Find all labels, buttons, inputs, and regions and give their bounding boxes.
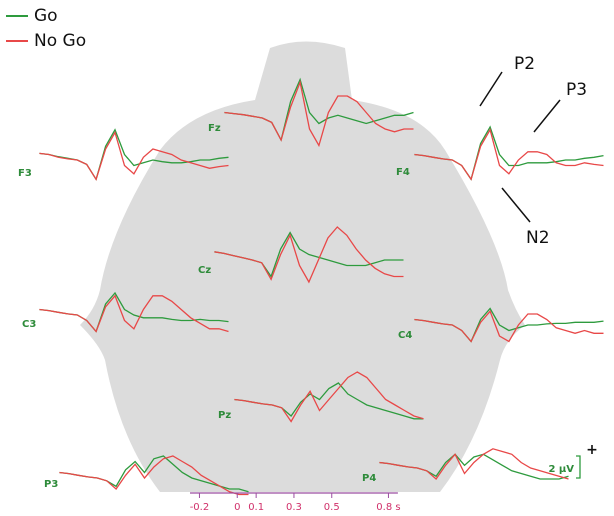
electrode-label: F3: [18, 168, 32, 179]
electrode-label: C4: [398, 330, 412, 341]
electrode-label: F4: [396, 167, 410, 178]
electrode-label: C3: [22, 319, 36, 330]
annotation: P2: [514, 54, 535, 74]
head-outline: [80, 42, 525, 493]
scale-label: 2 μV: [548, 464, 574, 475]
annotation-line: [534, 100, 560, 132]
electrode-label: Pz: [218, 410, 231, 421]
electrode-label: Fz: [208, 123, 221, 134]
x-tick-label: 0.5: [324, 502, 340, 513]
figure: Go No Go P2 P3 N2 F3 Fz F4 Cz C3 C4 Pz P3 P4 -0.2…: [0, 0, 614, 516]
electrode-label: P3: [44, 479, 58, 490]
electrode-label: P4: [362, 473, 376, 484]
x-tick-label: 0.3: [286, 502, 302, 513]
x-tick-label: 0.1: [248, 502, 264, 513]
legend-label: Go: [34, 6, 58, 26]
annotation: P3: [566, 80, 587, 100]
scale-bar: [576, 456, 580, 478]
electrode-label: Cz: [198, 265, 211, 276]
x-tick-label: -0.2: [190, 502, 210, 513]
annotation-line: [502, 188, 530, 222]
x-tick-label: 0.8 s: [376, 502, 400, 513]
annotation-line: [480, 72, 502, 106]
legend-label: No Go: [34, 31, 86, 51]
x-tick-label: 0: [234, 502, 240, 513]
annotation: N2: [526, 228, 550, 248]
scale-polarity: +: [586, 442, 598, 458]
